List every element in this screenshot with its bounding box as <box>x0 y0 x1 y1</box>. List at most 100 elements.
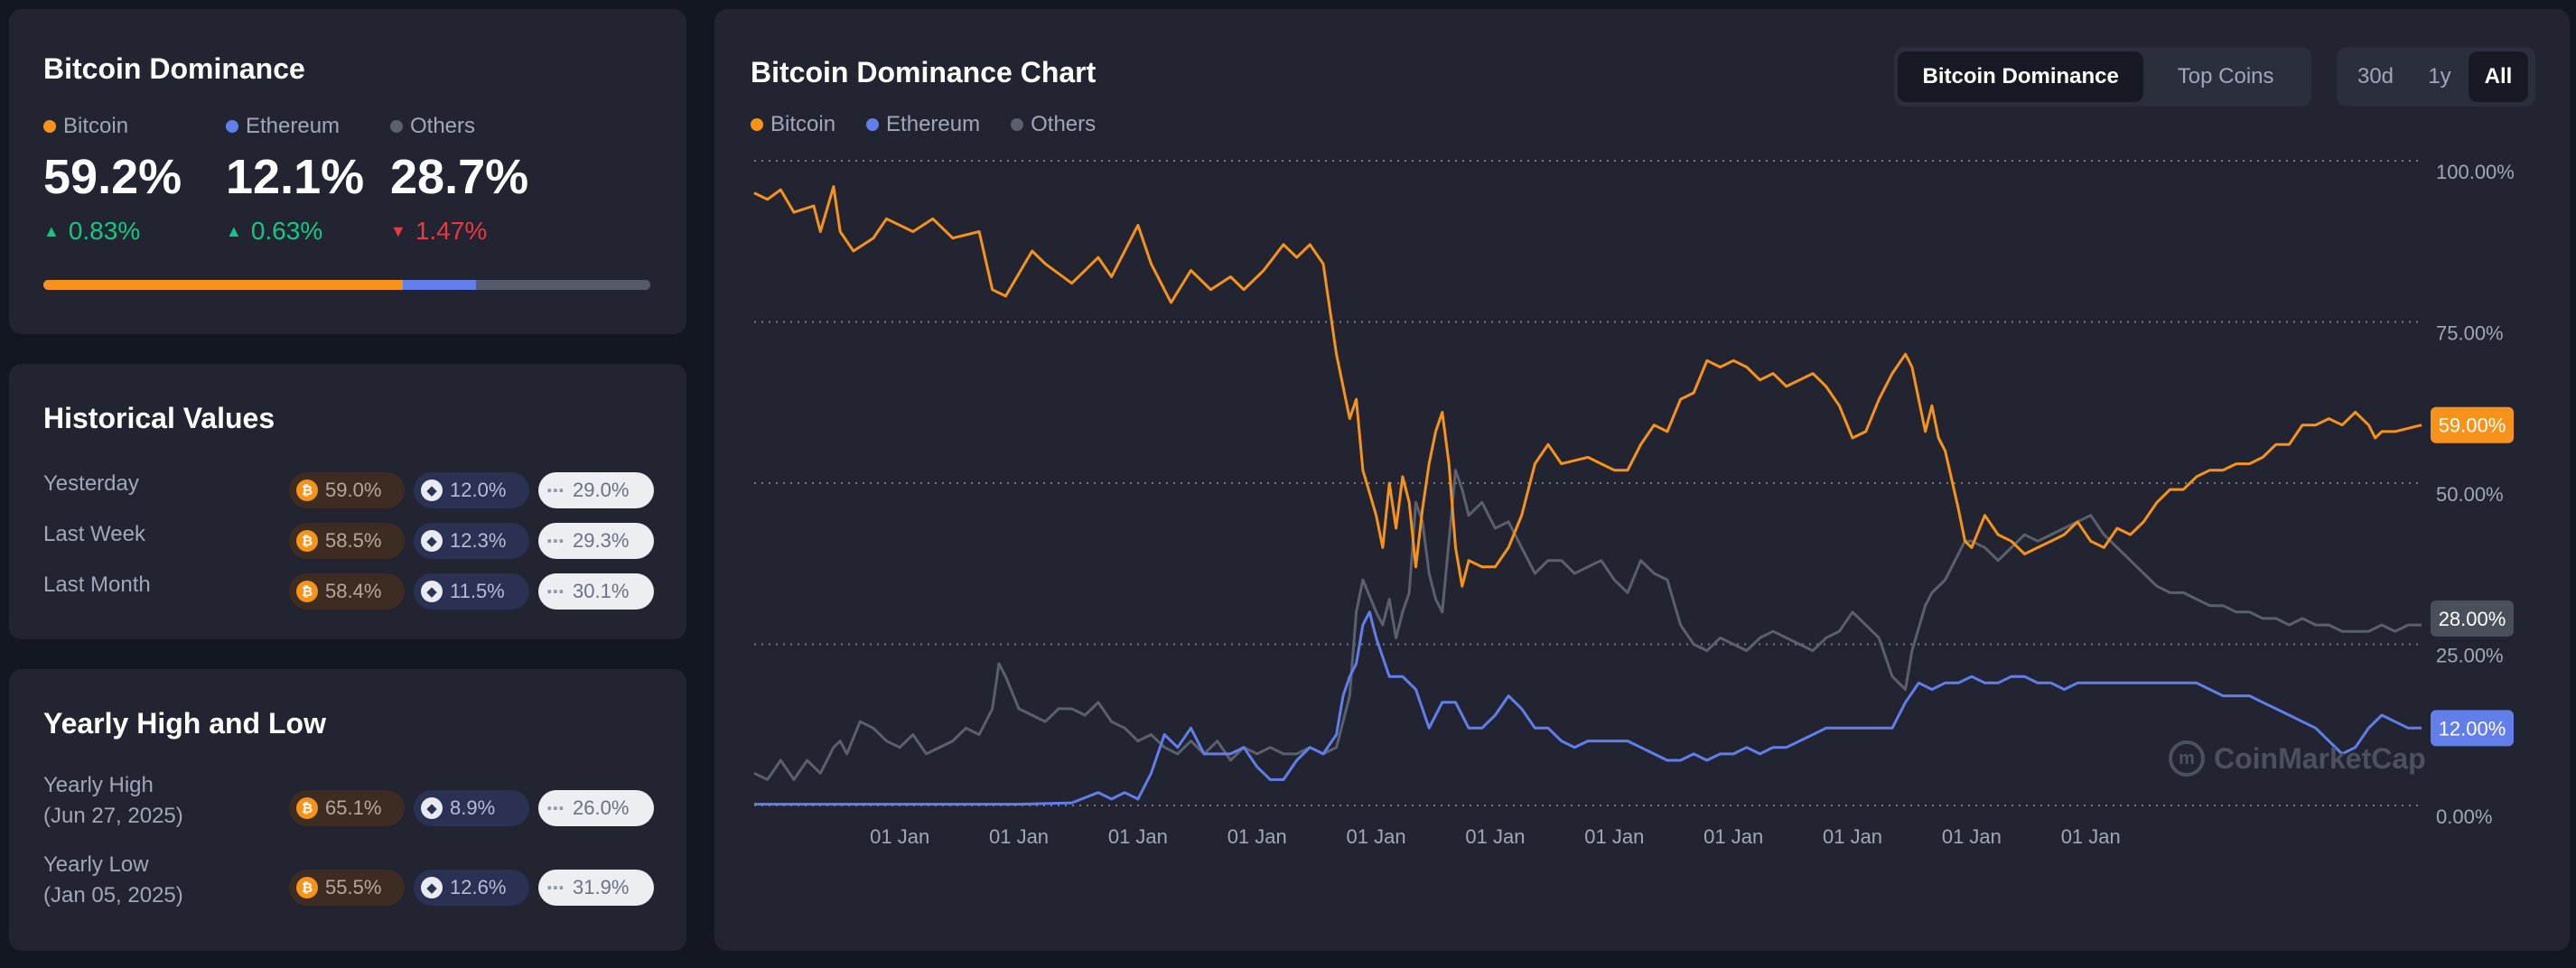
ethereum-chip: ◆ 8.9% <box>414 790 529 826</box>
others-dot-icon <box>1011 118 1024 131</box>
chart-legend: Bitcoin Ethereum Others <box>751 112 1096 137</box>
dominance-title: Bitcoin Dominance <box>43 52 305 85</box>
coinmarketcap-logo-icon: m <box>2169 740 2205 777</box>
historical-row-label: Yesterday <box>43 471 139 496</box>
triangle-down-icon: ▼ <box>390 221 406 240</box>
dominance-change: 1.47% <box>415 217 488 245</box>
ethereum-icon: ◆ <box>421 877 443 898</box>
bitcoin-dot-icon <box>43 120 56 133</box>
last-value-badge <box>2431 406 2514 443</box>
chip-value: 12.6% <box>450 876 507 898</box>
ethereum-chip: ◆ 12.3% <box>414 523 529 559</box>
yearly-high-date: (Jun 27, 2025) <box>43 804 183 828</box>
bitcoin-chip: ₿ 55.5% <box>289 870 405 906</box>
x-tick-label: 01 Jan <box>1823 825 1882 848</box>
others-chip: ⋯ 29.3% <box>538 523 654 559</box>
historical-title: Historical Values <box>43 402 275 434</box>
dominance-change: 0.83% <box>68 217 141 245</box>
bitcoin-icon: ₿ <box>296 530 318 552</box>
y-tick-label: 25.00% <box>2436 645 2504 667</box>
yearly-high-label: Yearly High <box>43 773 154 797</box>
range-1y-button[interactable]: 1y <box>2428 64 2451 88</box>
range-all-button[interactable]: All <box>2469 51 2528 102</box>
chip-value: 26.0% <box>573 796 630 819</box>
x-tick-label: 01 Jan <box>1942 825 2002 848</box>
range-30d-button[interactable]: 30d <box>2357 64 2394 88</box>
y-tick-label: 0.00% <box>2436 805 2492 828</box>
dominance-bitcoin: Bitcoin 59.2% ▲ 0.83% <box>43 114 182 246</box>
others-chip: ⋯ 29.0% <box>538 472 654 508</box>
historical-row-values: ₿ 58.4% ◆ 11.5% ⋯ 30.1% <box>289 573 654 610</box>
legend-label: Ethereum <box>886 112 981 136</box>
legend-ethereum[interactable]: Ethereum <box>866 112 980 137</box>
historical-card: Historical Values Yesterday ₿ 59.0% ◆ 12.0… <box>9 364 686 639</box>
dominance-value: 59.2% <box>43 150 182 204</box>
series-line-bitcoin <box>753 185 2422 588</box>
series-line-others <box>753 469 2422 781</box>
dominance-bar-ethereum <box>402 280 477 290</box>
watermark-text: CoinMarketCap <box>2214 741 2426 775</box>
historical-row-values: ₿ 58.5% ◆ 12.3% ⋯ 29.3% <box>289 523 654 559</box>
bitcoin-icon: ₿ <box>296 877 318 898</box>
x-tick-label: 01 Jan <box>870 825 929 848</box>
y-tick-label: 75.00% <box>2436 322 2504 345</box>
dominance-change: 0.63% <box>250 217 323 245</box>
legend-bitcoin[interactable]: Bitcoin <box>751 112 835 137</box>
yearly-low-date: (Jan 05, 2025) <box>43 883 183 908</box>
chip-value: 29.3% <box>573 529 630 552</box>
ethereum-icon: ◆ <box>421 797 443 819</box>
historical-row-label: Last Month <box>43 572 151 597</box>
x-tick-label: 01 Jan <box>1584 825 1644 848</box>
y-tick-label: 50.00% <box>2436 483 2504 506</box>
legend-label: Bitcoin <box>770 112 836 136</box>
chart-title: Bitcoin Dominance Chart <box>751 56 1097 88</box>
chip-value: 55.5% <box>325 876 382 898</box>
yearly-row-values: ₿ 65.1% ◆ 8.9% ⋯ 26.0% <box>289 790 654 826</box>
x-tick-label: 01 Jan <box>1465 825 1525 848</box>
yearly-row-values: ₿ 55.5% ◆ 12.6% ⋯ 31.9% <box>289 870 654 906</box>
ethereum-chip: ◆ 11.5% <box>414 573 529 610</box>
tab-bitcoin-dominance[interactable]: Bitcoin Dominance <box>1898 51 2144 102</box>
dominance-bar-bitcoin <box>43 280 403 290</box>
yearly-row-label: Yearly Low (Jan 05, 2025) <box>43 850 183 911</box>
chip-value: 29.0% <box>573 479 630 501</box>
ethereum-icon: ◆ <box>421 581 443 602</box>
dominance-bar-others <box>476 280 650 290</box>
legend-others[interactable]: Others <box>1011 112 1096 137</box>
chip-value: 12.0% <box>450 479 507 501</box>
range-selector: 30d 1y All <box>2337 47 2535 107</box>
bitcoin-icon: ₿ <box>296 581 318 602</box>
chip-value: 30.1% <box>573 580 630 602</box>
chip-value: 12.3% <box>450 529 507 552</box>
yearly-card: Yearly High and Low Yearly High (Jun 27,… <box>9 669 686 951</box>
dominance-others: Others 28.7% ▼ 1.47% <box>390 114 528 246</box>
yearly-low-label: Yearly Low <box>43 852 149 877</box>
bitcoin-icon: ₿ <box>296 479 318 501</box>
chip-value: 58.4% <box>325 580 382 602</box>
last-value-badge <box>2431 600 2514 637</box>
triangle-up-icon: ▲ <box>226 221 242 240</box>
dominance-coin-name: Bitcoin <box>63 114 129 138</box>
chip-value: 8.9% <box>450 796 496 819</box>
chip-value: 31.9% <box>573 876 630 898</box>
triangle-up-icon: ▲ <box>43 221 60 240</box>
bitcoin-chip: ₿ 58.4% <box>289 573 405 610</box>
dominance-coin-name: Others <box>410 114 476 138</box>
chip-value: 65.1% <box>325 796 382 819</box>
x-tick-label: 01 Jan <box>1347 825 1406 848</box>
x-tick-label: 01 Jan <box>989 825 1049 848</box>
dominance-coin-name: Ethereum <box>246 114 341 138</box>
chip-value: 59.0% <box>325 479 382 501</box>
chart-card: 100.00% 75.00% 50.00% 25.00% 0.00% 01 Jan 01 J… <box>714 9 2570 951</box>
ethereum-dot-icon <box>226 120 238 133</box>
bitcoin-chip: ₿ 58.5% <box>289 523 405 559</box>
tab-top-coins[interactable]: Top Coins <box>2177 64 2274 88</box>
last-value-label: 12.00% <box>2439 717 2506 740</box>
dominance-card: Bitcoin Dominance Bitcoin 59.2% ▲ 0.83% E… <box>9 9 686 334</box>
historical-row-values: ₿ 59.0% ◆ 12.0% ⋯ 29.0% <box>289 472 654 508</box>
more-icon: ⋯ <box>546 798 565 819</box>
ethereum-icon: ◆ <box>421 479 443 501</box>
y-tick-label: 100.00% <box>2436 161 2515 183</box>
chip-value: 58.5% <box>325 529 382 552</box>
x-tick-label: 01 Jan <box>1703 825 1763 848</box>
